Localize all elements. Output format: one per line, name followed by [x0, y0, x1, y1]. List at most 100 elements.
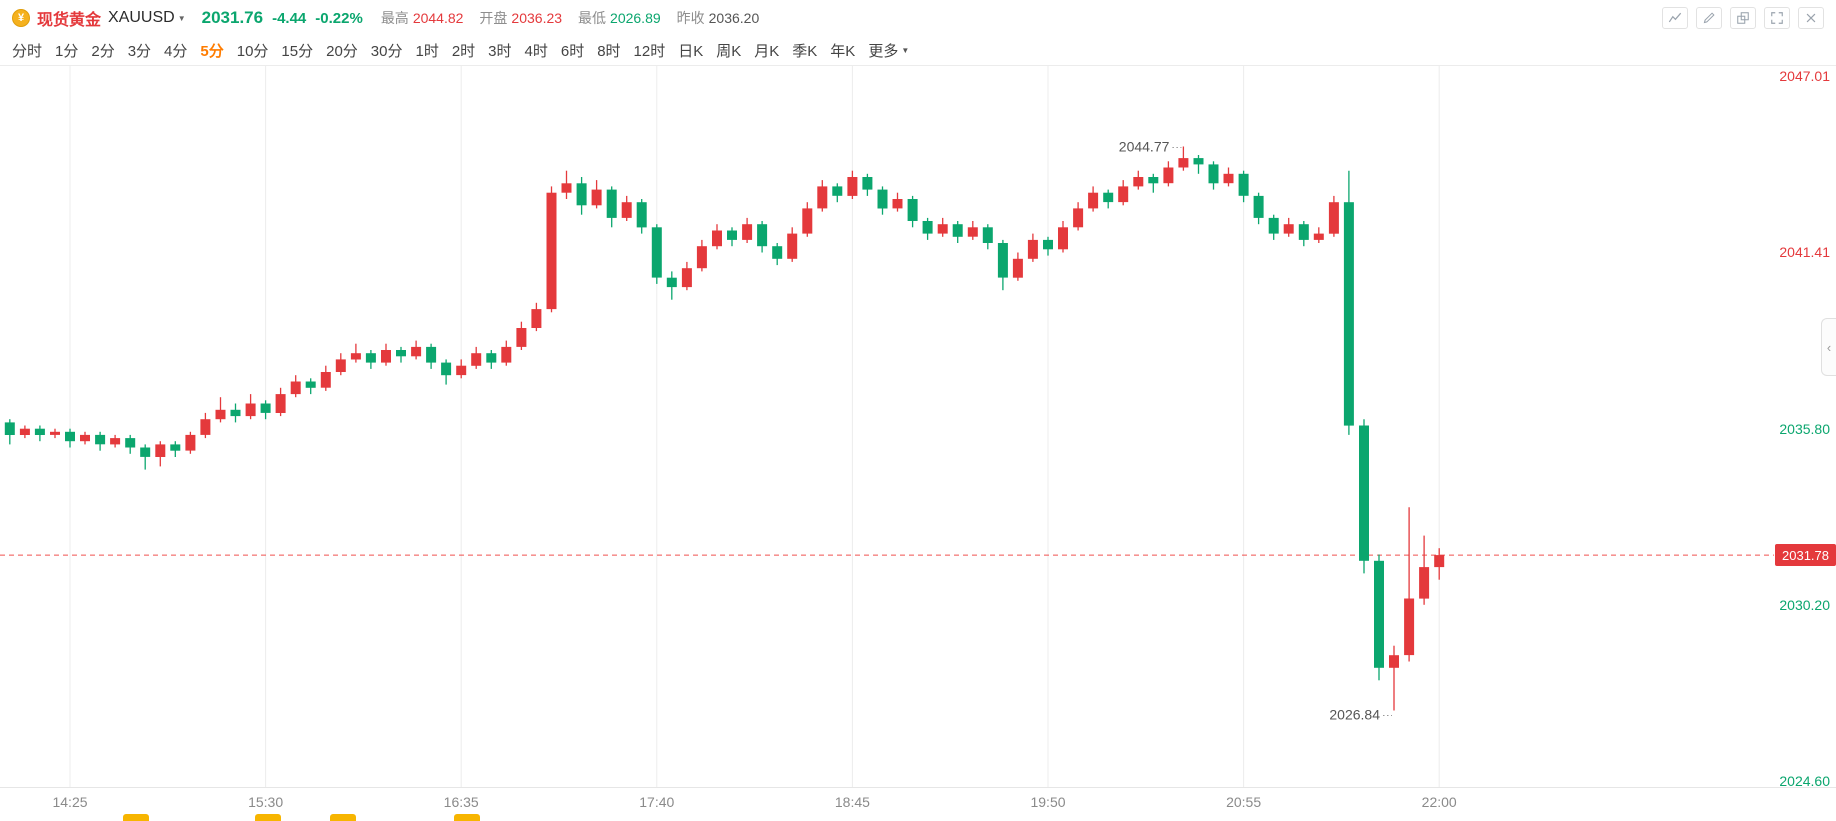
candle: [19, 425, 30, 439]
x-axis-label: 20:55: [1226, 794, 1262, 810]
timeframe-tab-20分[interactable]: 20分: [326, 43, 358, 60]
candle: [1419, 535, 1430, 605]
candle: [426, 343, 437, 369]
fullscreen-button[interactable]: [1764, 7, 1790, 29]
header-bar: ¥ 现货黄金 XAUUSD ▼ 2031.76 -4.44 -0.22% 最高 2…: [0, 0, 1836, 36]
candle: [1389, 645, 1399, 711]
candle: [245, 394, 256, 420]
candle: [1118, 180, 1129, 206]
candle: [125, 434, 136, 454]
timeframe-tab-6时[interactable]: 6时: [560, 43, 585, 60]
timeframe-tab-月K[interactable]: 月K: [754, 43, 780, 60]
symbol-selector[interactable]: XAUUSD ▼: [108, 9, 186, 27]
clipped-icon: [330, 814, 356, 821]
candle: [170, 441, 181, 457]
close-icon: [1806, 13, 1816, 23]
timeframe-tab-2时[interactable]: 2时: [451, 43, 476, 60]
timeframe-tab-1时[interactable]: 1时: [415, 43, 439, 60]
candle: [651, 224, 662, 284]
timeframe-tab-4分[interactable]: 4分: [164, 43, 188, 60]
draw-tool-button[interactable]: [1696, 7, 1722, 29]
price-axis: 2047.01 2041.41 2035.80 2030.20 2024.60 2031.…: [1774, 66, 1836, 789]
timeframe-tab-日K[interactable]: 日K: [678, 43, 704, 60]
timeframe-tab-5分[interactable]: 5分: [200, 43, 224, 60]
candle: [952, 221, 963, 243]
candle: [290, 375, 301, 398]
gridlines: [69, 66, 1440, 787]
candle: [712, 224, 722, 250]
candle: [982, 224, 993, 250]
timeframe-tab-4时[interactable]: 4时: [524, 43, 548, 60]
candle: [832, 183, 843, 203]
candle: [802, 202, 813, 237]
timeframe-tab-2分[interactable]: 2分: [91, 43, 115, 60]
candle: [305, 378, 316, 395]
candle: [847, 170, 858, 199]
x-axis-label: 19:50: [1030, 794, 1066, 810]
candle: [606, 186, 617, 228]
clipped-icon: [123, 814, 149, 821]
candle: [50, 428, 60, 439]
candle: [1012, 252, 1023, 281]
compare-overlay-icon: [1737, 12, 1749, 24]
candle: [621, 195, 632, 221]
candle: [1103, 189, 1114, 209]
x-axis-label: 17:40: [639, 794, 675, 810]
chevron-left-icon: ‹: [1826, 339, 1832, 355]
candle: [1238, 170, 1249, 203]
timeframe-tab-10分[interactable]: 10分: [236, 43, 269, 60]
x-axis-label: 16:35: [443, 794, 479, 810]
candlestick-svg[interactable]: 2044.77 2026.84: [0, 66, 1774, 787]
timeframe-tab-年K[interactable]: 年K: [830, 43, 856, 60]
chart-toolbar: [1662, 7, 1824, 29]
time-axis: 14:25 15:30 16:35 17:40 18:45 19:50 20:55 22:00: [0, 787, 1836, 814]
timeframe-tab-季K[interactable]: 季K: [792, 43, 818, 60]
candle: [817, 180, 828, 212]
candle: [1328, 195, 1339, 237]
candle: [320, 365, 331, 391]
clipped-icon: [255, 814, 281, 821]
candle: [1163, 161, 1174, 187]
candle: [681, 261, 692, 291]
candle: [65, 428, 75, 448]
candle: [967, 221, 978, 240]
candle: [95, 431, 106, 451]
candle: [215, 397, 226, 423]
timeframe-tab-15分[interactable]: 15分: [281, 43, 314, 60]
timeframe-bar: 分时 1分 2分 3分 4分 5分 10分 15分 20分 30分 1时 2时 3时 4时 6时 8时 12时日…: [0, 36, 1836, 66]
timeframe-more[interactable]: 更多 ▼: [868, 40, 909, 61]
close-chart-button[interactable]: [1798, 7, 1824, 29]
candle: [757, 221, 768, 253]
timeframe-tab-周K[interactable]: 周K: [716, 43, 742, 60]
candle: [140, 444, 151, 470]
collapse-panel-button[interactable]: ‹: [1821, 318, 1836, 376]
timeframe-tab-分时[interactable]: 分时: [12, 43, 43, 60]
timeframe-tab-3分[interactable]: 3分: [127, 43, 152, 60]
candle: [561, 170, 572, 199]
candle: [230, 403, 241, 423]
candle: [381, 343, 391, 366]
candle: [727, 227, 737, 247]
candle: [1359, 419, 1369, 574]
timeframe-tab-12时[interactable]: 12时: [633, 43, 666, 60]
timeframe-tab-1分[interactable]: 1分: [55, 43, 79, 60]
candle: [1058, 221, 1068, 253]
candle: [696, 239, 707, 272]
candle: [666, 271, 677, 300]
candle: [486, 350, 497, 369]
pencil-icon: [1703, 12, 1715, 24]
candle: [80, 431, 90, 445]
timeframe-tab-30分[interactable]: 30分: [370, 43, 403, 60]
line-chart-tool-button[interactable]: [1662, 7, 1688, 29]
candle: [1088, 186, 1099, 212]
candle: [411, 340, 422, 360]
timeframe-tab-3时[interactable]: 3时: [488, 43, 512, 60]
compare-tool-button[interactable]: [1730, 7, 1756, 29]
timeframe-tab-8时[interactable]: 8时: [597, 43, 621, 60]
svg-text:2044.77: 2044.77: [1119, 139, 1170, 155]
candles: [4, 146, 1445, 711]
candle: [501, 340, 512, 366]
candle: [260, 400, 271, 420]
candle: [110, 434, 121, 448]
candle: [591, 180, 602, 209]
